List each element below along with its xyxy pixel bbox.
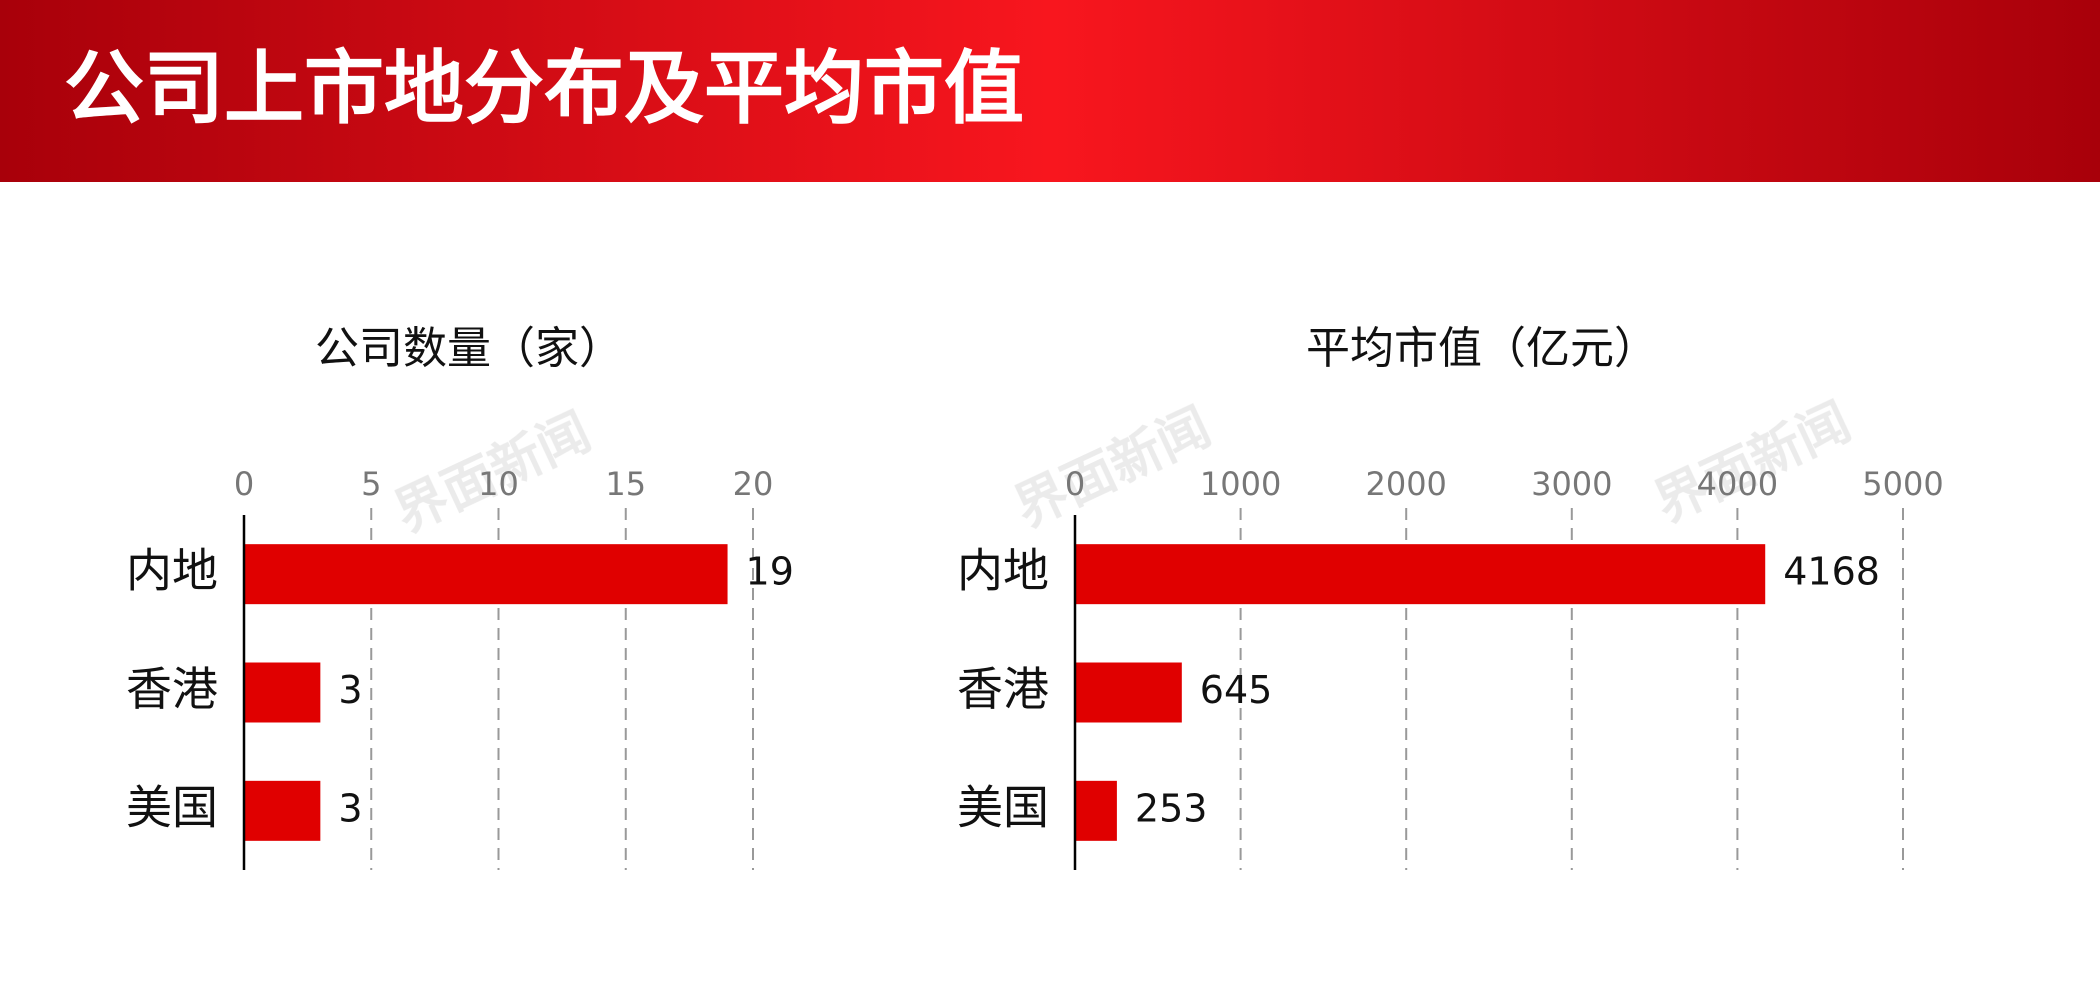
- category-label: 香港: [126, 662, 218, 716]
- bar: [244, 544, 728, 605]
- chart-title: 公司数量（家）: [315, 323, 623, 374]
- bar: [1075, 780, 1117, 841]
- x-tick-label: 5000: [1862, 465, 1943, 503]
- page-title: 公司上市地分布及平均市值: [64, 42, 1024, 135]
- category-label: 美国: [957, 780, 1049, 834]
- category-label: 美国: [126, 780, 218, 834]
- x-tick-label: 0: [234, 465, 254, 503]
- watermark: 界面新闻: [1006, 397, 1220, 539]
- value-label: 3: [338, 786, 362, 830]
- x-tick-label: 0: [1065, 465, 1085, 503]
- value-label: 4168: [1783, 550, 1880, 594]
- bar: [244, 662, 321, 723]
- watermark: 界面新闻: [1646, 392, 1860, 534]
- bar: [244, 780, 321, 841]
- x-tick-label: 1000: [1200, 465, 1281, 503]
- x-tick-label: 5: [361, 465, 381, 503]
- x-tick-label: 4000: [1697, 465, 1778, 503]
- category-label: 香港: [957, 662, 1049, 716]
- category-label: 内地: [957, 544, 1049, 598]
- x-tick-label: 3000: [1531, 465, 1612, 503]
- chart-title: 平均市值（亿元）: [1306, 323, 1658, 374]
- x-tick-label: 20: [733, 465, 774, 503]
- bar: [1075, 544, 1766, 605]
- value-label: 3: [338, 668, 362, 712]
- header-band: [0, 0, 2100, 182]
- category-label: 内地: [126, 544, 218, 598]
- x-tick-label: 15: [605, 465, 646, 503]
- value-label: 253: [1135, 786, 1208, 830]
- x-tick-label: 10: [478, 465, 519, 503]
- value-label: 19: [746, 550, 794, 594]
- x-tick-label: 2000: [1365, 465, 1446, 503]
- bar: [1075, 662, 1182, 723]
- value-label: 645: [1200, 668, 1273, 712]
